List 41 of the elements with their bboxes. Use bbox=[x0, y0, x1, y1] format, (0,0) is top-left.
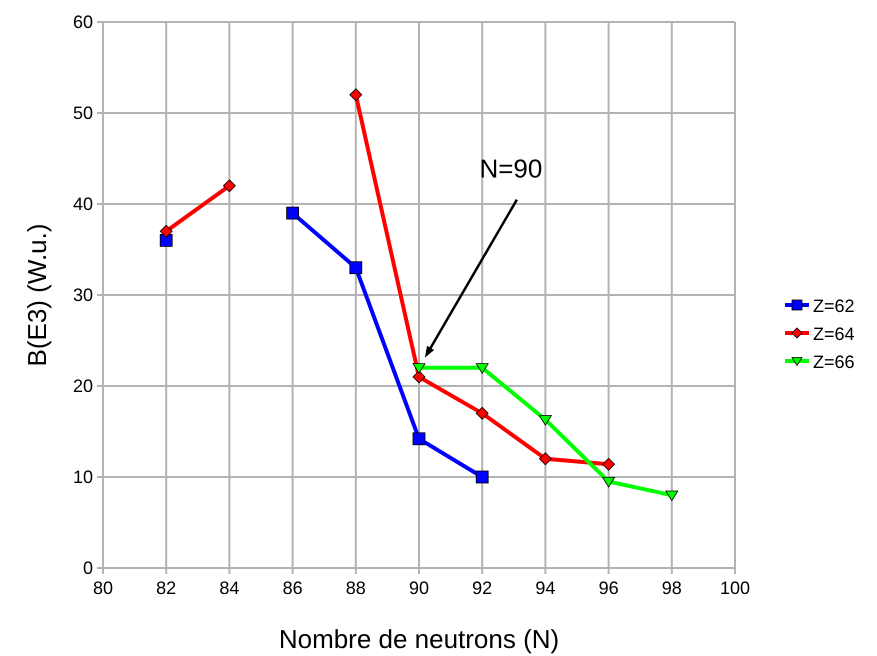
x-axis-title: Nombre de neutrons (N) bbox=[278, 624, 560, 654]
x-tick-label: 94 bbox=[535, 578, 556, 598]
legend-label: Z=66 bbox=[813, 352, 855, 372]
point bbox=[412, 363, 426, 374]
x-tick-label: 82 bbox=[156, 578, 176, 598]
x-tick-label: 80 bbox=[92, 578, 114, 598]
x-tick-label: 96 bbox=[598, 578, 619, 598]
point bbox=[349, 88, 362, 102]
point bbox=[539, 415, 552, 426]
x-tick-label: 86 bbox=[282, 578, 303, 598]
x-tick-label: 100 bbox=[720, 578, 750, 598]
point bbox=[476, 363, 489, 374]
point bbox=[665, 490, 678, 501]
x-tick-label: 92 bbox=[472, 578, 492, 598]
y-tick-label: 40 bbox=[72, 194, 93, 214]
point bbox=[412, 370, 426, 384]
y-tick-label: 60 bbox=[72, 12, 93, 32]
point bbox=[223, 179, 236, 192]
point bbox=[160, 234, 173, 247]
y-tick-label: 0 bbox=[82, 558, 93, 578]
point bbox=[539, 452, 552, 466]
annotation: N=90 bbox=[479, 154, 542, 184]
y-axis-title: B(E3) (W.u.) bbox=[22, 223, 52, 367]
y-tick-label: 30 bbox=[72, 285, 93, 305]
y-tick-label: 10 bbox=[72, 467, 93, 487]
point bbox=[476, 406, 489, 420]
y-tick-label: 50 bbox=[72, 103, 93, 123]
x-tick-label: 98 bbox=[662, 578, 682, 598]
point bbox=[476, 470, 489, 484]
point bbox=[160, 224, 173, 238]
legend-label: Z=62 bbox=[813, 296, 855, 316]
point bbox=[286, 206, 299, 220]
point bbox=[412, 432, 426, 446]
y-tick-label: 20 bbox=[72, 376, 93, 396]
point bbox=[602, 476, 615, 488]
x-tick-label: 88 bbox=[346, 578, 366, 598]
x-tick-label: 84 bbox=[219, 578, 240, 598]
legend-label: Z=64 bbox=[813, 324, 855, 344]
point bbox=[602, 458, 615, 471]
point bbox=[349, 261, 362, 274]
x-tick-label: 90 bbox=[408, 578, 430, 598]
